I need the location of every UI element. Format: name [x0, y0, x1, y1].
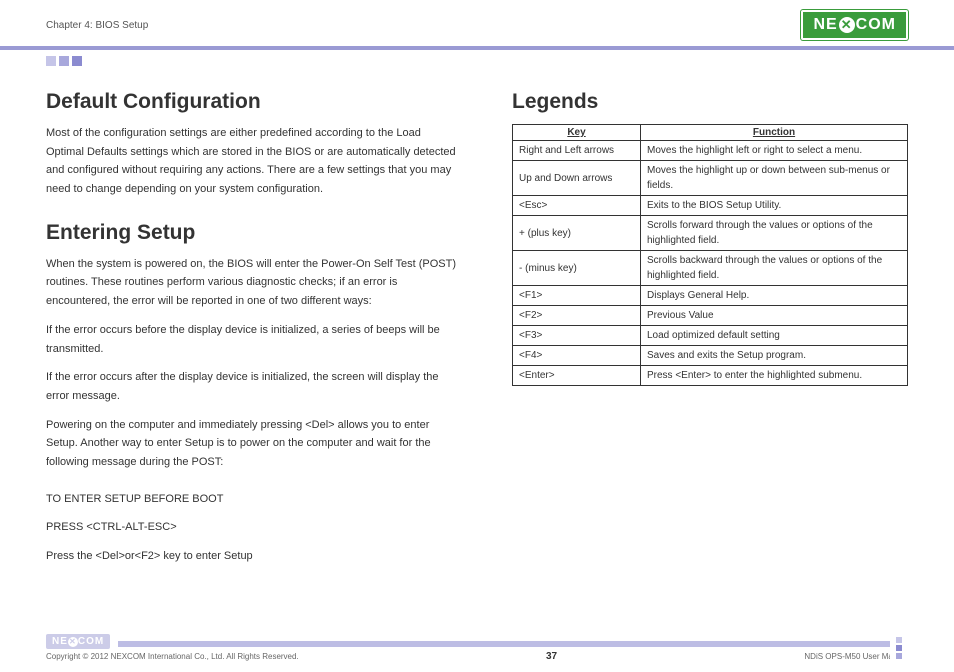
table-cell-key: <F2>: [513, 306, 641, 326]
table-cell-function: Saves and exits the Setup program.: [641, 346, 908, 366]
decorative-blocks: [46, 56, 954, 66]
logo-x-icon: ✕: [839, 17, 855, 33]
paragraph: Most of the configuration settings are e…: [46, 124, 458, 199]
page-number: 37: [546, 651, 557, 662]
chapter-title: Chapter 4: BIOS Setup: [46, 20, 148, 31]
table-cell-function: Moves the highlight up or down between s…: [641, 161, 908, 196]
heading-legends: Legends: [512, 90, 908, 114]
table-row: <F1>Displays General Help.: [513, 286, 908, 306]
legends-table-body: Right and Left arrowsMoves the highlight…: [513, 141, 908, 386]
heading-entering-setup: Entering Setup: [46, 221, 458, 245]
table-cell-function: Moves the highlight left or right to sel…: [641, 141, 908, 161]
right-column: Legends Key Function Right and Left arro…: [512, 90, 908, 576]
table-cell-key: - (minus key): [513, 251, 641, 286]
page-footer: NE✕COM Copyright © 2012 NEXCOM Internati…: [0, 641, 954, 662]
table-row: + (plus key)Scrolls forward through the …: [513, 216, 908, 251]
legends-table: Key Function Right and Left arrowsMoves …: [512, 124, 908, 386]
table-cell-function: Scrolls backward through the values or o…: [641, 251, 908, 286]
table-cell-key: <F3>: [513, 326, 641, 346]
page-header: Chapter 4: BIOS Setup NE✕COM: [0, 0, 954, 50]
table-cell-key: Up and Down arrows: [513, 161, 641, 196]
table-cell-function: Exits to the BIOS Setup Utility.: [641, 196, 908, 216]
footer-row: Copyright © 2012 NEXCOM International Co…: [46, 651, 908, 662]
table-row: - (minus key)Scrolls backward through th…: [513, 251, 908, 286]
paragraph-caps: PRESS <CTRL-ALT-ESC>: [46, 518, 458, 537]
paragraph: Powering on the computer and immediately…: [46, 416, 458, 472]
heading-default-config: Default Configuration: [46, 90, 458, 114]
paragraph: If the error occurs before the display d…: [46, 321, 458, 358]
table-row: <F3>Load optimized default setting: [513, 326, 908, 346]
table-cell-function: Press <Enter> to enter the highlighted s…: [641, 366, 908, 386]
table-cell-function: Previous Value: [641, 306, 908, 326]
table-row: <Enter>Press <Enter> to enter the highli…: [513, 366, 908, 386]
table-cell-key: <Esc>: [513, 196, 641, 216]
table-cell-key: <F1>: [513, 286, 641, 306]
table-cell-function: Scrolls forward through the values or op…: [641, 216, 908, 251]
table-row: <F2>Previous Value: [513, 306, 908, 326]
table-cell-key: + (plus key): [513, 216, 641, 251]
nexcom-logo: NE✕COM: [801, 10, 908, 40]
footer-bar: NE✕COM: [46, 641, 908, 647]
table-cell-key: Right and Left arrows: [513, 141, 641, 161]
table-cell-function: Displays General Help.: [641, 286, 908, 306]
copyright-text: Copyright © 2012 NEXCOM International Co…: [46, 652, 299, 661]
table-row: <Esc>Exits to the BIOS Setup Utility.: [513, 196, 908, 216]
table-header-key: Key: [513, 125, 641, 141]
table-cell-key: <Enter>: [513, 366, 641, 386]
left-column: Default Configuration Most of the config…: [46, 90, 458, 576]
paragraph-caps: TO ENTER SETUP BEFORE BOOT: [46, 490, 458, 509]
table-row: <F4>Saves and exits the Setup program.: [513, 346, 908, 366]
paragraph: Press the <Del>or<F2> key to enter Setup: [46, 547, 458, 566]
footer-logo-wrap: NE✕COM: [46, 631, 118, 649]
table-row: Up and Down arrowsMoves the highlight up…: [513, 161, 908, 196]
table-cell-function: Load optimized default setting: [641, 326, 908, 346]
table-row: Right and Left arrowsMoves the highlight…: [513, 141, 908, 161]
paragraph: When the system is powered on, the BIOS …: [46, 255, 458, 311]
table-cell-key: <F4>: [513, 346, 641, 366]
footer-dots: [890, 637, 908, 659]
footer-logo: NE✕COM: [46, 634, 110, 649]
main-content: Default Configuration Most of the config…: [0, 66, 954, 586]
logo-part-ne: NE: [813, 16, 837, 33]
paragraph: If the error occurs after the display de…: [46, 368, 458, 405]
logo-part-com: COM: [856, 16, 896, 33]
table-header-function: Function: [641, 125, 908, 141]
